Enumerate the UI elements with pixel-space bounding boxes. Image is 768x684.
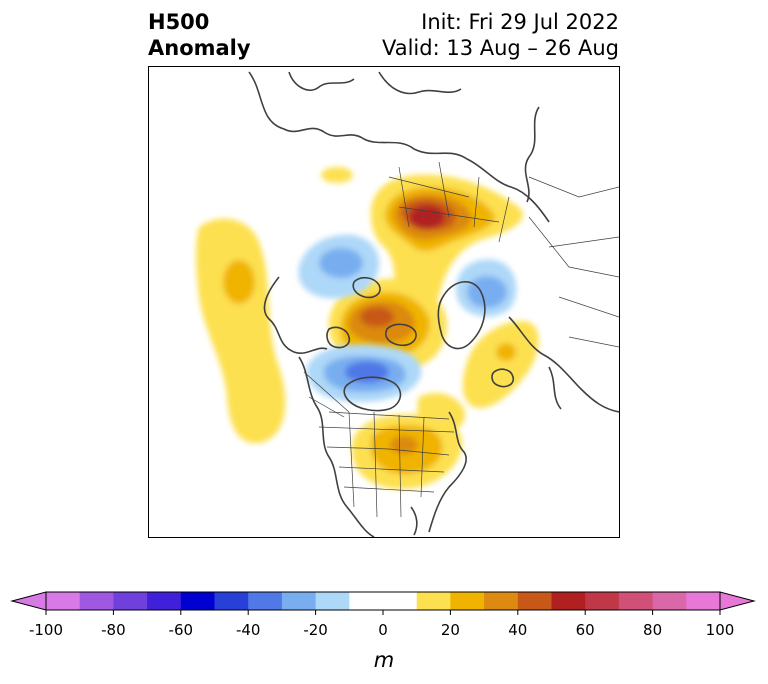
colorbar-cell [315, 592, 350, 610]
colorbar-tick-label: -80 [101, 621, 126, 639]
title-right: Init: Fri 29 Jul 2022 Valid: 13 Aug – 26… [382, 9, 619, 61]
colorbar-cell [113, 592, 148, 610]
title-left: H500 Anomaly [148, 9, 251, 61]
colorbar-cell [214, 592, 249, 610]
colorbar-cell [248, 592, 283, 610]
colorbar-unit-label: m [374, 648, 394, 672]
valid-period: Valid: 13 Aug – 26 Aug [381, 36, 619, 60]
colorbar: -100 -80 -60 -40 -20 0 20 40 60 80 100 m [10, 591, 756, 672]
colorbar-tick-label: 40 [508, 621, 527, 639]
colorbar-cell [517, 592, 552, 610]
colorbar-extend-min [12, 592, 46, 610]
colorbar-tick-label: 20 [441, 621, 460, 639]
colorbar-tick-label: -20 [303, 621, 328, 639]
colorbar-cell [585, 592, 620, 610]
colorbar-extend-max [720, 592, 754, 610]
colorbar-tick-label: 60 [576, 621, 595, 639]
anomaly-map [148, 66, 620, 538]
colorbar-cell [281, 592, 317, 610]
political-borders [303, 161, 619, 518]
colorbar-tick-label: -60 [169, 621, 194, 639]
colorbar-cell [686, 592, 721, 610]
colorbar-ticks: -100 -80 -60 -40 -20 0 20 40 60 80 100 [29, 610, 734, 639]
colorbar-cell [652, 592, 687, 610]
colorbar-cell [416, 592, 451, 610]
init-time: Init: Fri 29 Jul 2022 [421, 10, 619, 34]
colorbar-cell [618, 592, 654, 610]
title-anomaly: Anomaly [148, 36, 251, 60]
colorbar-tick-label: 100 [706, 621, 735, 639]
colorbar-tick-label: 0 [378, 621, 388, 639]
colorbar-cell [46, 592, 81, 610]
colorbar-cell [79, 592, 114, 610]
colorbar-cell [450, 592, 485, 610]
colorbar-tick-label: 80 [643, 621, 662, 639]
colorbar-cell [349, 592, 384, 610]
colorbar-tick-label: -40 [236, 621, 261, 639]
colorbar-cell [383, 592, 418, 610]
colorbar-cell [180, 592, 215, 610]
coastlines [248, 71, 619, 537]
colorbar-cell [551, 592, 586, 610]
colorbar-cell [147, 592, 182, 610]
title-field: H500 [148, 10, 210, 34]
colorbar-cell [484, 592, 519, 610]
colorbar-cells [46, 592, 721, 610]
positive-anomaly-shading [195, 167, 539, 490]
colorbar-tick-label: -100 [29, 621, 63, 639]
negative-anomaly-shading [298, 234, 517, 402]
